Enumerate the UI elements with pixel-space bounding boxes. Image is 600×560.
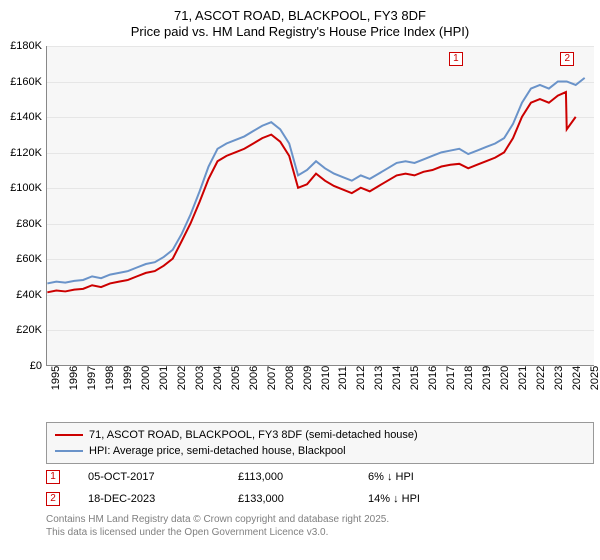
x-tick-label: 2004 [212,366,224,390]
x-tick-label: 1997 [86,366,98,390]
event-marker-icon: 1 [46,470,60,484]
x-tick-label: 2022 [535,366,547,390]
line-series [47,46,594,365]
event-price: £113,000 [238,471,368,483]
x-tick-label: 1995 [50,366,62,390]
series-line-price_paid [47,92,575,292]
x-tick-label: 2003 [194,366,206,390]
event-pct: 14% ↓ HPI [368,493,594,505]
x-tick-label: 2006 [248,366,260,390]
event-price: £133,000 [238,493,368,505]
series-line-hpi [47,78,584,284]
event-date: 18-DEC-2023 [88,493,238,505]
y-tick-label: £80K [2,218,42,230]
chart-container: 71, ASCOT ROAD, BLACKPOOL, FY3 8DF Price… [0,0,600,560]
events-table: 1 05-OCT-2017 £113,000 6% ↓ HPI 2 18-DEC… [46,466,594,510]
title-subtitle: Price paid vs. HM Land Registry's House … [0,24,600,40]
x-tick-label: 2002 [176,366,188,390]
event-row: 2 18-DEC-2023 £133,000 14% ↓ HPI [46,488,594,510]
x-tick-label: 2023 [553,366,565,390]
y-tick-label: £180K [2,40,42,52]
legend-swatch [55,434,83,436]
x-tick-label: 2013 [373,366,385,390]
footer: Contains HM Land Registry data © Crown c… [46,514,594,539]
x-tick-label: 2024 [571,366,583,390]
x-tick-label: 2005 [230,366,242,390]
legend-item-hpi: HPI: Average price, semi-detached house,… [55,443,585,459]
chart-marker: 1 [449,52,463,66]
y-tick-label: £100K [2,182,42,194]
chart-marker: 2 [560,52,574,66]
y-tick-label: £0 [2,360,42,372]
legend-item-price-paid: 71, ASCOT ROAD, BLACKPOOL, FY3 8DF (semi… [55,427,585,443]
x-tick-label: 2010 [320,366,332,390]
x-tick-label: 1996 [68,366,80,390]
x-tick-label: 2017 [445,366,457,390]
title-block: 71, ASCOT ROAD, BLACKPOOL, FY3 8DF Price… [0,0,600,41]
legend: 71, ASCOT ROAD, BLACKPOOL, FY3 8DF (semi… [46,422,594,464]
x-tick-label: 2016 [427,366,439,390]
x-tick-label: 2012 [355,366,367,390]
x-tick-label: 1999 [122,366,134,390]
event-pct: 6% ↓ HPI [368,471,594,483]
x-tick-label: 2014 [391,366,403,390]
event-marker-icon: 2 [46,492,60,506]
x-tick-label: 2008 [284,366,296,390]
event-row: 1 05-OCT-2017 £113,000 6% ↓ HPI [46,466,594,488]
y-tick-label: £160K [2,76,42,88]
footer-line2: This data is licensed under the Open Gov… [46,527,594,540]
x-tick-label: 2001 [158,366,170,390]
legend-label: HPI: Average price, semi-detached house,… [89,445,346,457]
x-tick-label: 2019 [481,366,493,390]
x-tick-label: 2009 [302,366,314,390]
y-tick-label: £20K [2,324,42,336]
title-address: 71, ASCOT ROAD, BLACKPOOL, FY3 8DF [0,8,600,24]
y-tick-label: £140K [2,111,42,123]
chart-area: £0 £20K £40K £60K £80K £100K £120K £140K £160K £1… [0,42,600,422]
x-tick-label: 2011 [337,366,349,390]
x-tick-label: 1998 [104,366,116,390]
x-tick-label: 2015 [409,366,421,390]
x-tick-label: 2018 [463,366,475,390]
x-tick-label: 2020 [499,366,511,390]
y-tick-label: £60K [2,253,42,265]
legend-swatch [55,450,83,452]
x-tick-label: 2025 [589,366,600,390]
footer-line1: Contains HM Land Registry data © Crown c… [46,514,594,527]
plot-area: 12 [46,46,594,366]
x-tick-label: 2000 [140,366,152,390]
x-tick-label: 2021 [517,366,529,390]
legend-label: 71, ASCOT ROAD, BLACKPOOL, FY3 8DF (semi… [89,429,418,441]
y-tick-label: £40K [2,289,42,301]
y-tick-label: £120K [2,147,42,159]
x-tick-label: 2007 [266,366,278,390]
event-date: 05-OCT-2017 [88,471,238,483]
